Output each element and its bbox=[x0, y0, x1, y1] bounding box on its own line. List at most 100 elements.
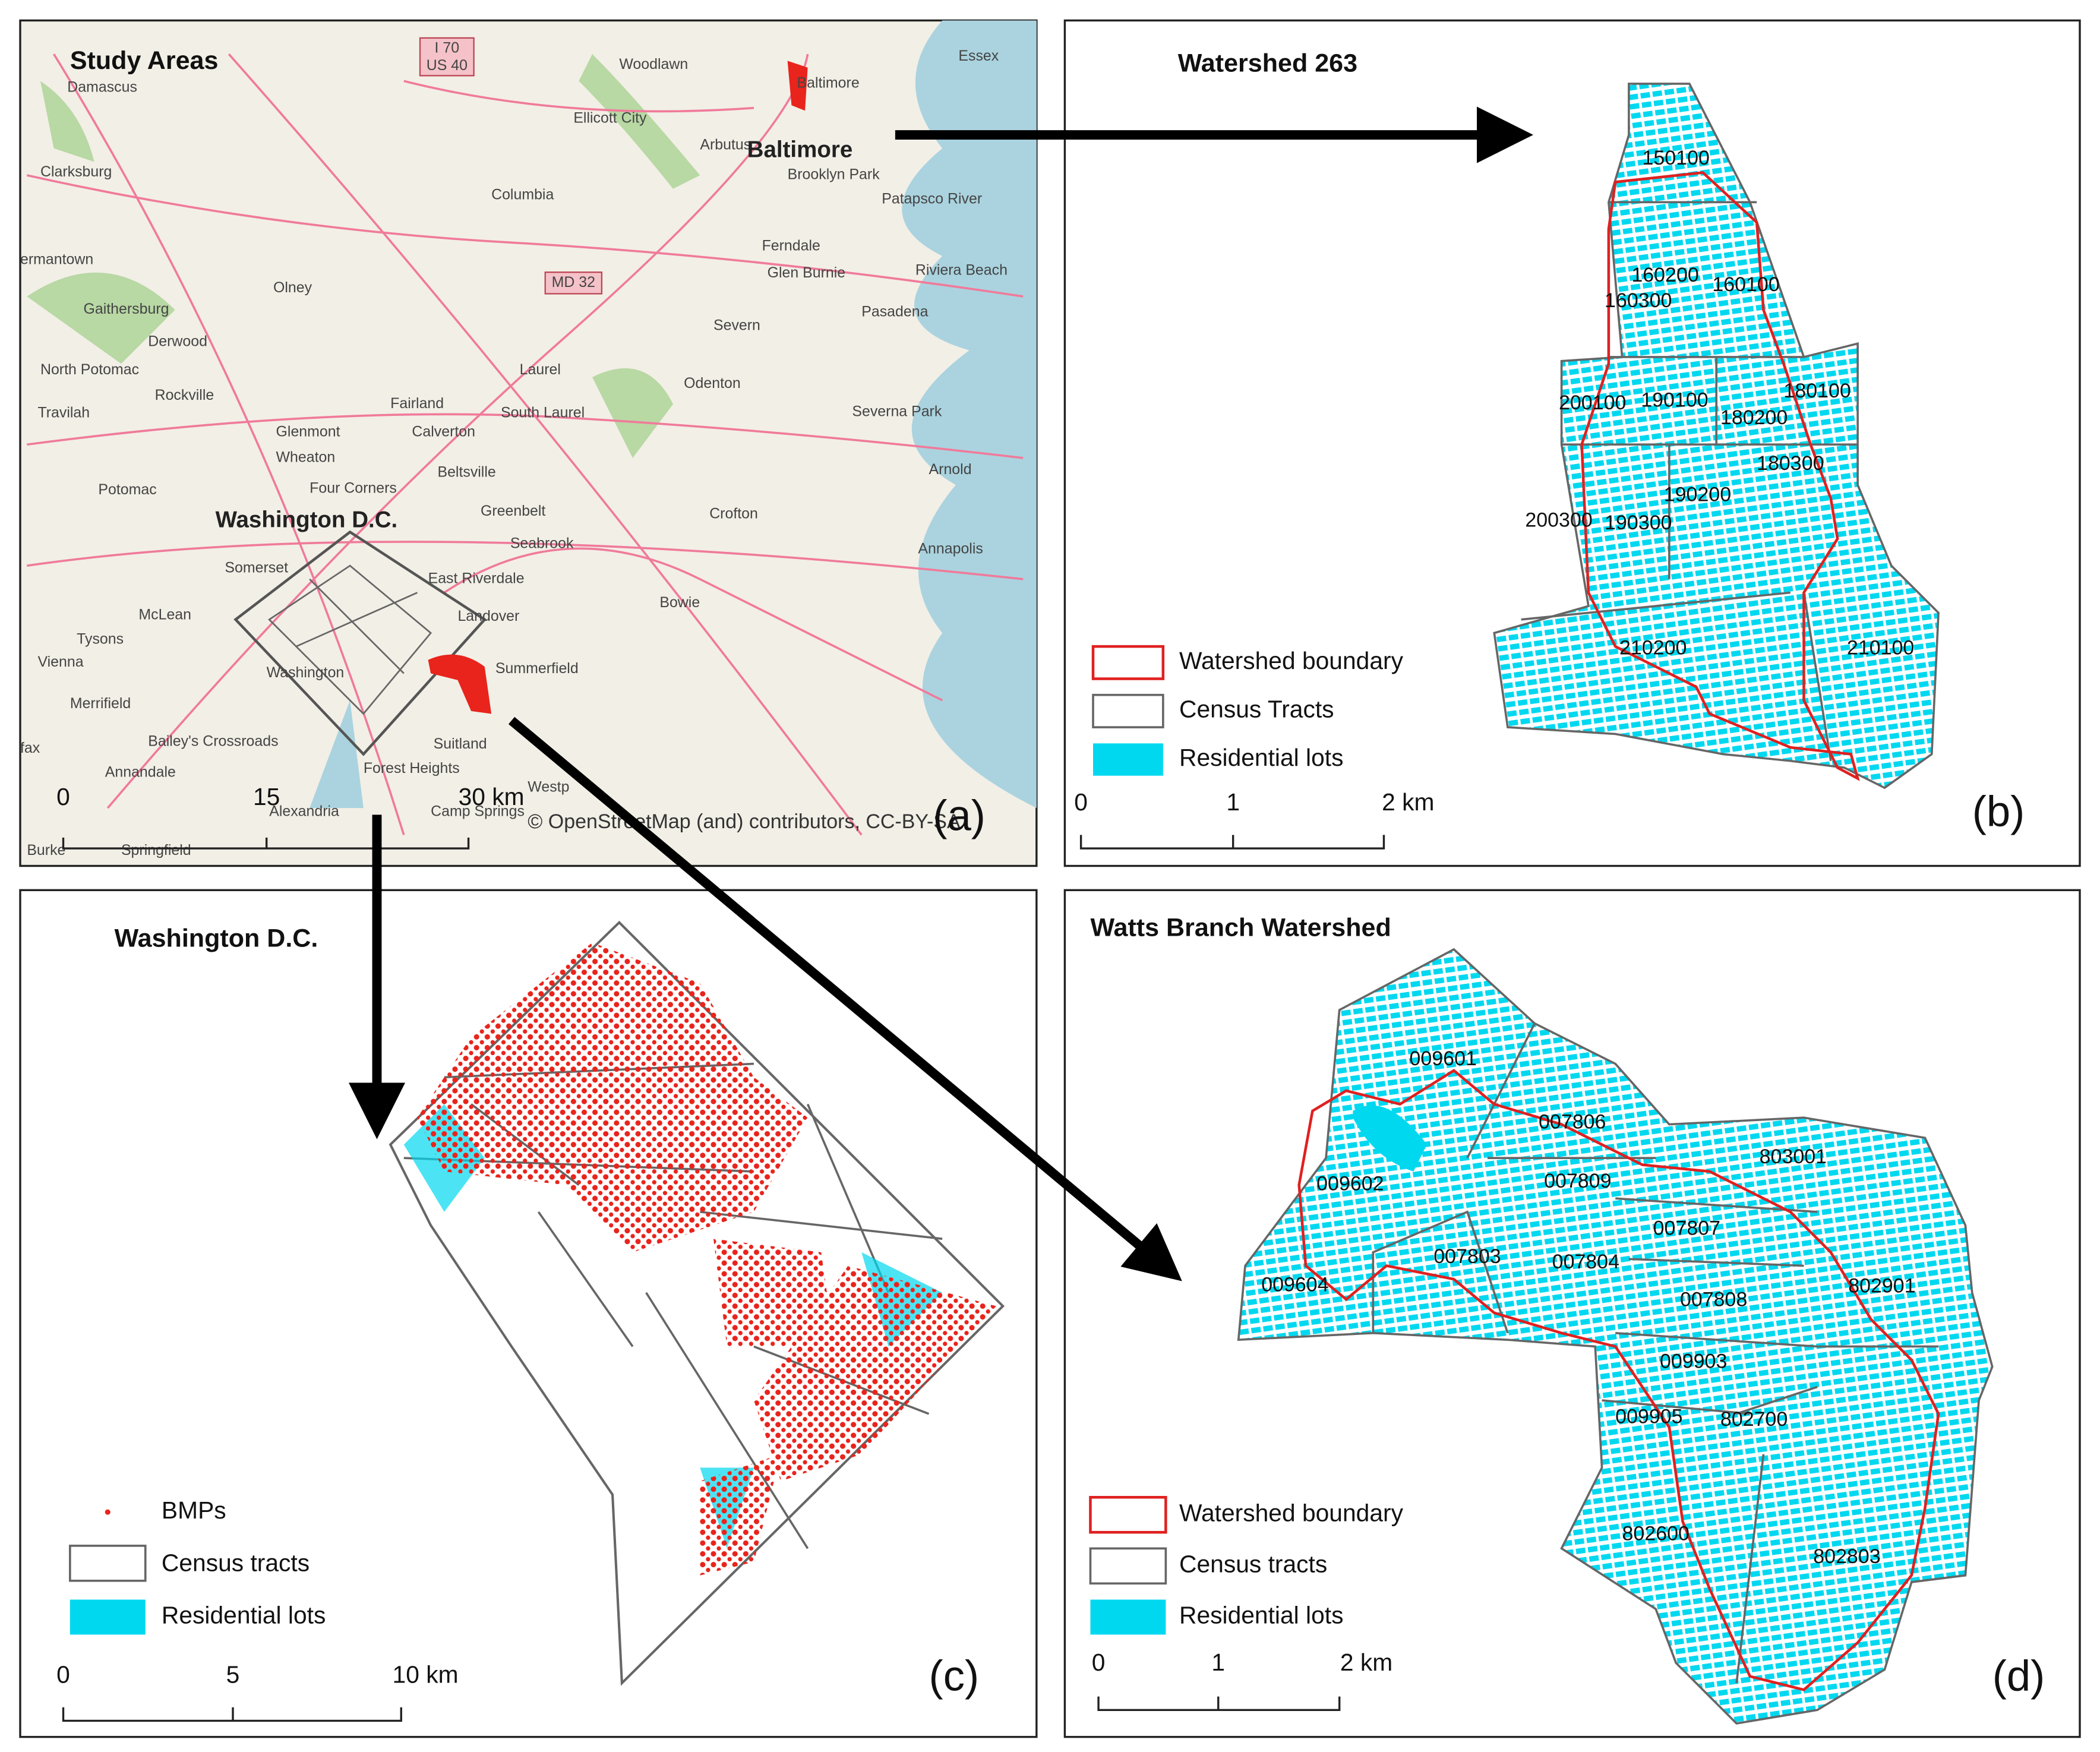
scale-label: 0 bbox=[1092, 1649, 1106, 1676]
place-label: Bowie bbox=[659, 594, 700, 611]
arrows bbox=[348, 106, 1534, 1281]
tract-label: 190100 bbox=[1641, 389, 1708, 412]
route-shields: I 70 US 40 MD 32 bbox=[419, 37, 603, 295]
legend-label: Census tracts bbox=[1179, 1551, 1327, 1578]
place-label: McLean bbox=[138, 607, 191, 623]
tract-label: 190300 bbox=[1605, 512, 1672, 534]
legend: BMPs Census tracts Residential lots bbox=[69, 1497, 326, 1635]
panel-title: Watts Branch Watershed bbox=[1090, 913, 1391, 942]
place-label: Crofton bbox=[709, 506, 758, 522]
place-label: Brooklyn Park bbox=[788, 166, 880, 183]
reservoir bbox=[1353, 1105, 1427, 1172]
tract-label: 160200 bbox=[1631, 264, 1698, 286]
legend: Watershed boundary Census Tracts Residen… bbox=[1091, 645, 1404, 776]
scale-label: 0 bbox=[56, 783, 70, 810]
place-label: Arnold bbox=[929, 461, 972, 478]
place-label: Landover bbox=[457, 608, 519, 624]
dc-tracts bbox=[268, 564, 432, 715]
legend-label: BMPs bbox=[162, 1497, 226, 1524]
place-label: Ferndale bbox=[762, 238, 820, 254]
tract-label: 007807 bbox=[1653, 1217, 1720, 1239]
panel-title: Watershed 263 bbox=[1178, 49, 1357, 78]
scale-label: 5 bbox=[226, 1661, 240, 1688]
place-label: Patapsco River bbox=[882, 190, 982, 207]
place-label: Glenmont bbox=[276, 423, 340, 440]
panel-letter: (b) bbox=[1972, 788, 2025, 836]
tract-label: 009905 bbox=[1615, 1406, 1682, 1428]
place-label: Pasadena bbox=[861, 304, 928, 320]
place-label: Odenton bbox=[684, 375, 741, 392]
tract-label: 210200 bbox=[1619, 637, 1687, 659]
scale-bar: 0 5 10 km bbox=[56, 1661, 459, 1722]
census-tracts bbox=[1237, 948, 1994, 1725]
panel-a: I 70 US 40 MD 32 Woodlawn Essex Damascus Ba… bbox=[19, 19, 1038, 867]
tract-labels: 150100 160200 160100 160300 200100 190100 1801… bbox=[1525, 147, 1914, 659]
scale-label: 0 bbox=[1074, 788, 1088, 816]
place-label: Gaithersburg bbox=[83, 301, 169, 317]
legend: Watershed boundary Census tracts Residen… bbox=[1089, 1496, 1404, 1635]
place-label: Summerfield bbox=[495, 660, 579, 677]
place-label: Merrifield bbox=[70, 695, 131, 712]
place-label: Alexandria bbox=[269, 803, 339, 819]
watershed-boundary bbox=[1580, 171, 1860, 781]
scale-label: 15 bbox=[253, 783, 280, 810]
tract-lines bbox=[1521, 201, 1858, 762]
panel-c: Washington D.C. BMPs Census tracts Resid… bbox=[19, 889, 1038, 1738]
place-label: Beltsville bbox=[437, 463, 495, 480]
place-label: Essex bbox=[958, 48, 999, 64]
panel-b: 150100 160200 160100 160300 200100 190100 1801… bbox=[1063, 19, 2081, 867]
place-label: fax bbox=[20, 740, 40, 756]
place-label: Olney bbox=[273, 279, 312, 296]
tract-label: 180200 bbox=[1720, 406, 1788, 429]
panel-frame bbox=[19, 19, 1038, 867]
place-label: East Riverdale bbox=[428, 570, 525, 586]
tract-label: 190200 bbox=[1664, 483, 1731, 506]
panel-letter: (d) bbox=[1992, 1652, 2045, 1700]
place-label: Washington D.C. bbox=[216, 507, 398, 533]
tract-label: 803001 bbox=[1760, 1145, 1827, 1168]
tract-label: 009903 bbox=[1660, 1350, 1727, 1373]
place-label: Clarksburg bbox=[40, 163, 112, 180]
tract-label: 802700 bbox=[1720, 1408, 1788, 1431]
tract-label: 007803 bbox=[1433, 1245, 1501, 1268]
tract-label: 180100 bbox=[1783, 380, 1850, 402]
legend-label: Residential lots bbox=[162, 1602, 326, 1629]
place-label: Laurel bbox=[520, 361, 561, 378]
place-label: Severna Park bbox=[852, 403, 942, 419]
tract-label: 210100 bbox=[1847, 637, 1914, 659]
shield-label: MD 32 bbox=[552, 274, 595, 291]
tract-label: 007808 bbox=[1680, 1288, 1747, 1311]
place-label: Fairland bbox=[390, 395, 444, 412]
tract-label: 200300 bbox=[1525, 509, 1592, 531]
tract-label: 160100 bbox=[1712, 273, 1779, 296]
scale-label: 1 bbox=[1211, 1649, 1225, 1676]
place-label: Suitland bbox=[434, 735, 487, 752]
place-label: Wheaton bbox=[276, 449, 336, 465]
panel-letter: (a) bbox=[933, 791, 986, 839]
place-label: Arbutus bbox=[700, 137, 751, 153]
parks bbox=[27, 54, 700, 458]
legend-label: Watershed boundary bbox=[1179, 647, 1404, 674]
legend-label: Watershed boundary bbox=[1179, 1499, 1404, 1526]
place-label: Glen Burnie bbox=[768, 264, 846, 281]
place-label: Woodlawn bbox=[619, 56, 688, 72]
tract-label: 150100 bbox=[1642, 147, 1709, 169]
legend-label: Census Tracts bbox=[1179, 696, 1334, 723]
place-label: South Laurel bbox=[501, 405, 585, 421]
tract-lines bbox=[1372, 1022, 1939, 1684]
place-label: Washington bbox=[267, 664, 345, 681]
place-label: Greenbelt bbox=[481, 503, 545, 519]
place-label: Springfield bbox=[121, 842, 191, 858]
place-label: Camp Springs bbox=[431, 803, 525, 819]
tract-label: 007806 bbox=[1539, 1110, 1606, 1133]
tract-label: 200100 bbox=[1559, 392, 1626, 414]
place-label: Columbia bbox=[491, 187, 554, 203]
place-label: Rockville bbox=[155, 387, 214, 403]
place-labels: Woodlawn Essex Damascus Baltimore Ellicott C… bbox=[20, 48, 1008, 858]
scale-label: 30 km bbox=[459, 783, 525, 810]
water bbox=[902, 20, 1037, 809]
tract-label: 009604 bbox=[1261, 1273, 1328, 1296]
